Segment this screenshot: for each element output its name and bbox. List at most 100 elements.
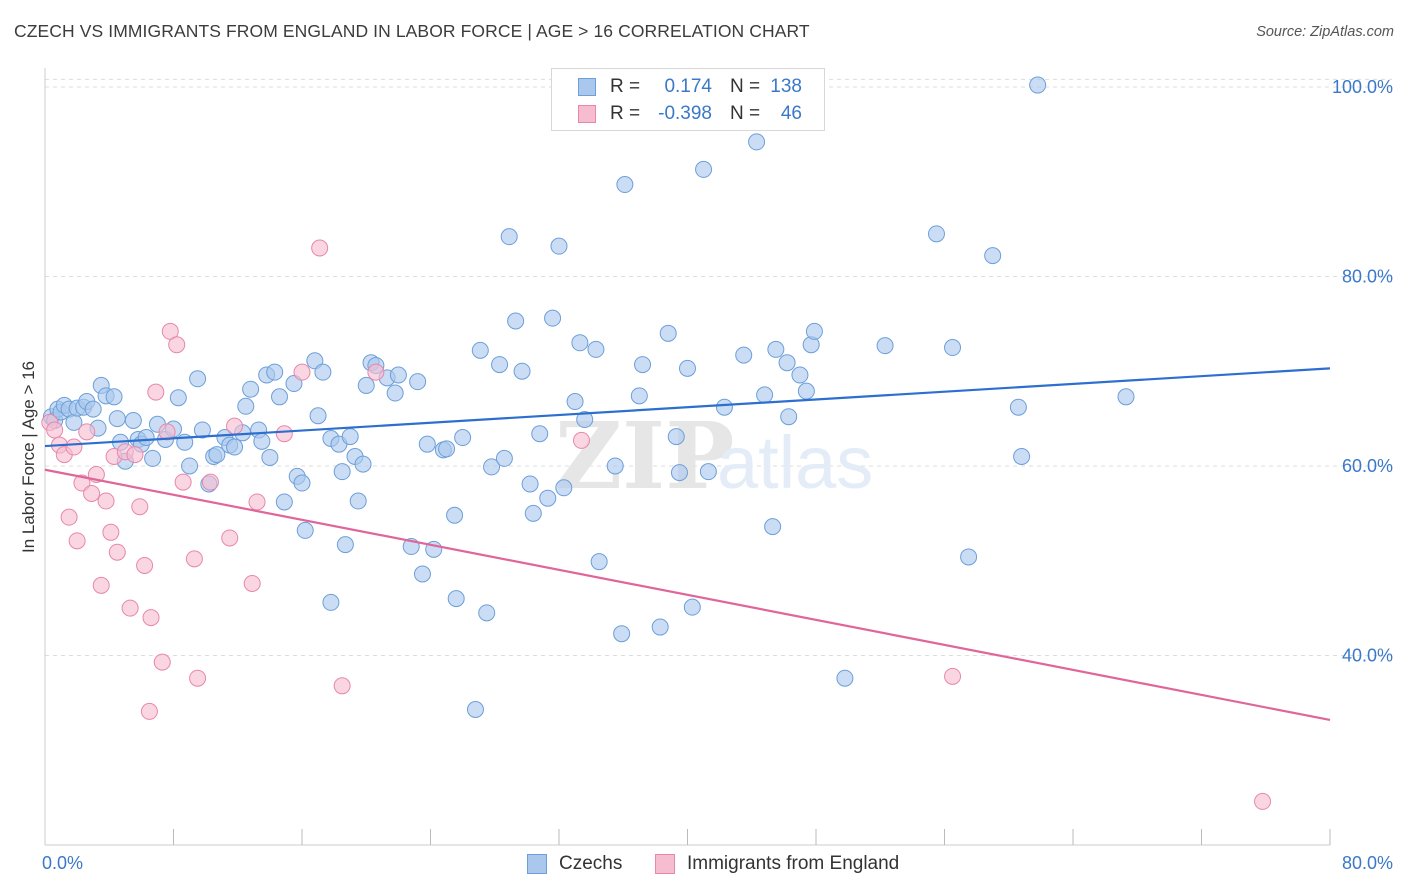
czechs-point <box>590 553 608 571</box>
series-legend: Czechs Immigrants from England <box>0 852 1406 876</box>
czechs-point <box>780 408 798 426</box>
czechs-point <box>927 225 945 243</box>
england-point <box>158 423 176 441</box>
czechs-point <box>521 475 539 493</box>
czechs-point <box>137 429 155 447</box>
czechs-point <box>333 463 351 481</box>
source-label: Source: ZipAtlas.com <box>1256 24 1394 40</box>
england-point <box>185 550 203 568</box>
czechs-point <box>778 354 796 372</box>
czechs-point <box>566 393 584 411</box>
england-point <box>131 498 149 516</box>
czechs-point <box>531 425 549 443</box>
r-label: R = <box>610 103 641 124</box>
czechs-point <box>314 363 332 381</box>
england-point <box>311 239 329 257</box>
czechs-point <box>124 411 142 429</box>
czechs-point <box>797 382 815 400</box>
czechs-point <box>613 625 631 643</box>
czechs-point <box>651 618 669 636</box>
correlation-legend: R = 0.174 N = 138 R = -0.398 N = 46 <box>551 68 825 131</box>
czechs-point <box>500 228 518 246</box>
czechs-point <box>1029 76 1047 94</box>
czechs-point <box>984 247 1002 265</box>
england-point <box>201 473 219 491</box>
england-point <box>121 599 139 617</box>
england-point <box>189 669 207 687</box>
czechs-point <box>679 359 696 377</box>
czechs-point <box>389 366 407 384</box>
czechs-point <box>667 428 685 446</box>
england-point <box>243 574 261 592</box>
czechs-point <box>322 593 340 611</box>
czechs-point <box>659 324 677 342</box>
england-trend-line <box>44 468 1331 722</box>
england-point <box>140 702 158 720</box>
czechs-point <box>169 389 187 407</box>
czechs-point <box>193 421 211 439</box>
series-czechs <box>42 76 1135 718</box>
england-point <box>248 493 266 511</box>
czechs-point <box>756 386 774 404</box>
czechs-point <box>1013 448 1031 465</box>
czechs-point <box>336 536 354 554</box>
czechs-point <box>683 598 701 616</box>
england-point <box>136 556 154 574</box>
england-point <box>108 543 126 561</box>
czechs-point <box>446 506 464 524</box>
czechs-point <box>349 492 367 510</box>
england-point <box>83 484 101 502</box>
czechs-point <box>275 493 293 511</box>
watermark-atlas: atlas <box>717 421 873 504</box>
czechs-point <box>524 504 542 522</box>
czechs-point <box>944 339 962 357</box>
czechs-point <box>616 176 634 194</box>
czechs-point <box>876 337 894 355</box>
czechs-point <box>208 446 226 464</box>
r-value: 0.174 <box>664 76 712 97</box>
england-point <box>142 609 160 627</box>
czechs-point <box>495 449 513 467</box>
czechs-legend-swatch <box>527 854 547 874</box>
czechs-legend-label: Czechs <box>559 853 623 874</box>
england-point <box>73 474 91 492</box>
czechs-point <box>478 604 496 622</box>
england-point <box>174 473 192 491</box>
czechs-point <box>491 356 509 374</box>
n-label: N = <box>730 76 761 97</box>
england-point <box>1254 792 1272 810</box>
czechs-point <box>413 565 431 583</box>
czechs-point <box>409 373 427 391</box>
czechs-point <box>550 237 568 255</box>
trend-lines <box>44 367 1331 722</box>
tick-labels: 40.0% 60.0% 80.0% 100.0% 0.0% 80.0% <box>42 77 1393 873</box>
england-swatch <box>578 105 596 123</box>
england-point <box>275 425 293 443</box>
czechs-point <box>1117 388 1135 406</box>
czechs-point <box>341 428 359 446</box>
czechs-point <box>695 160 713 178</box>
czechs-point <box>767 340 785 358</box>
czechs-point <box>357 376 375 394</box>
czechs-point <box>513 362 531 380</box>
czechs-point <box>454 429 472 447</box>
chart-title: CZECH VS IMMIGRANTS FROM ENGLAND IN LABO… <box>14 21 810 41</box>
czechs-point <box>354 455 372 473</box>
y-tick-label: 60.0% <box>1342 456 1393 476</box>
czechs-point <box>438 440 456 458</box>
y-tick-label: 80.0% <box>1342 266 1393 286</box>
czechs-point <box>144 449 162 467</box>
czechs-point <box>836 669 854 687</box>
czechs-point <box>606 457 624 475</box>
czechs-point <box>108 410 126 428</box>
czechs-point <box>471 341 489 359</box>
czechs-point <box>84 400 102 418</box>
n-label: N = <box>730 103 761 124</box>
england-point <box>60 508 78 526</box>
czechs-point <box>261 448 279 466</box>
czechs-point <box>253 432 271 450</box>
watermark: ZIP atlas <box>555 402 873 510</box>
czechs-point <box>630 387 648 405</box>
england-point <box>367 363 385 381</box>
